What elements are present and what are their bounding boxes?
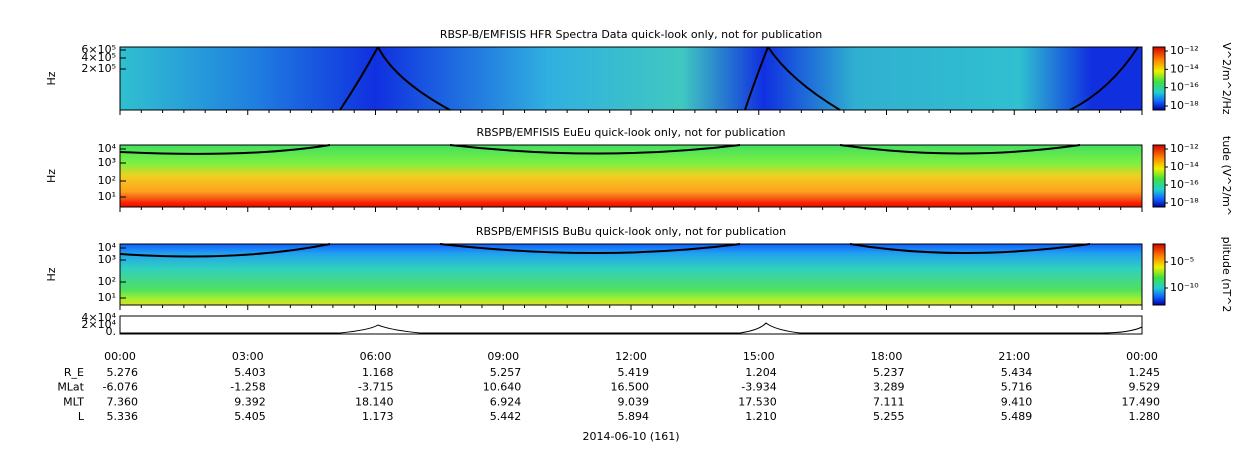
ephemeris-label: L — [78, 410, 85, 423]
y-tick-label: 10¹ — [98, 291, 116, 304]
x-tick-label: 21:00 — [998, 350, 1030, 363]
ephemeris-value: 5.434 — [1001, 366, 1033, 379]
ephemeris-value: 7.111 — [873, 395, 905, 408]
ephemeris-value: 5.894 — [618, 410, 650, 423]
x-tick-label: 09:00 — [487, 350, 519, 363]
ephemeris-value: 5.419 — [618, 366, 650, 379]
y-tick-label: 10³ — [98, 156, 116, 169]
colorbar-tick-label: 10⁻¹² — [1170, 44, 1199, 57]
spectrogram — [119, 243, 1143, 306]
ephemeris-value: 5.403 — [234, 366, 266, 379]
ephemeris-value: 10.640 — [483, 381, 522, 394]
x-tick-label: 18:00 — [871, 350, 903, 363]
ephemeris-label: MLT — [63, 395, 84, 408]
y-tick-label: 0. — [106, 325, 117, 338]
y-axis-label: Hz — [45, 71, 58, 85]
colorbar — [1152, 243, 1166, 306]
y-tick-label: 4×10⁵ — [81, 51, 116, 64]
ephemeris-value: 1.173 — [362, 410, 394, 423]
ephemeris-value: 5.237 — [873, 366, 905, 379]
colorbar-tick-label: 10⁻¹⁶ — [1170, 81, 1199, 94]
colorbar-tick-label: 10⁻⁵ — [1170, 255, 1194, 268]
colorbar-tick-label: 10⁻¹² — [1170, 142, 1199, 155]
colorbar — [1152, 144, 1166, 208]
panel-title: RBSPB/EMFISIS EuEu quick-look only, not … — [476, 126, 785, 139]
x-tick-label: 03:00 — [232, 350, 264, 363]
ephemeris-value: 9.039 — [618, 395, 650, 408]
ephemeris-value: 5.336 — [107, 410, 139, 423]
y-tick-label: 10¹ — [98, 190, 116, 203]
ephemeris-value: -3.715 — [358, 381, 393, 394]
colorbar-label: V^2/m^2/Hz — [1220, 42, 1233, 114]
y-tick-label: 2×10⁴ — [81, 318, 116, 331]
ephemeris-value: 16.500 — [611, 381, 650, 394]
ephemeris-value: 1.168 — [362, 366, 394, 379]
spectrogram — [119, 144, 1143, 208]
x-tick-label: 06:00 — [360, 350, 392, 363]
y-tick-label: 10⁴ — [98, 241, 117, 254]
date-label: 2014-06-10 (161) — [582, 430, 679, 443]
y-tick-label: 10⁴ — [98, 142, 117, 155]
ephemeris-value: 9.529 — [1129, 381, 1161, 394]
panel-title: RBSPB/EMFISIS BuBu quick-look only, not … — [476, 225, 786, 238]
y-tick-label: 10² — [98, 275, 116, 288]
ephemeris-value: 1.245 — [1129, 366, 1161, 379]
y-tick-label: 4×10⁴ — [81, 311, 116, 324]
ephemeris-value: 5.405 — [234, 410, 266, 423]
y-tick-label: 10² — [98, 174, 116, 187]
y-tick-label: 6×10⁵ — [81, 43, 116, 56]
colorbar-label: tude (V^2/m^ — [1220, 136, 1233, 216]
colorbar-tick-label: 10⁻¹⁸ — [1170, 196, 1199, 209]
ephemeris-value: -1.258 — [230, 381, 265, 394]
ephemeris-value: 18.140 — [355, 395, 394, 408]
ephemeris-value: 7.360 — [107, 395, 139, 408]
colorbar-label: plitude (nT^2 — [1220, 237, 1233, 313]
ephemeris-value: -6.076 — [103, 381, 138, 394]
ephemeris-value: 9.392 — [234, 395, 266, 408]
plot-layout — [119, 46, 1166, 335]
y-tick-label: 10³ — [98, 253, 116, 266]
x-tick-label: 12:00 — [615, 350, 647, 363]
ephemeris-label: MLat — [57, 381, 84, 394]
cutoff-curve — [119, 243, 1091, 258]
colorbar-tick-label: 10⁻¹⁴ — [1170, 62, 1199, 75]
colorbar-tick-label: 10⁻¹⁰ — [1170, 281, 1199, 294]
colorbar-tick-label: 10⁻¹⁸ — [1170, 99, 1199, 112]
ephemeris-value: 17.490 — [1122, 395, 1161, 408]
y-axis-label: Hz — [45, 267, 58, 281]
ephemeris-value: 1.280 — [1129, 410, 1161, 423]
panel-title: RBSP-B/EMFISIS HFR Spectra Data quick-lo… — [440, 28, 822, 41]
cutoff-curve — [119, 144, 1081, 155]
ephemeris-value: 5.257 — [490, 366, 522, 379]
x-tick-label: 15:00 — [743, 350, 775, 363]
trace — [120, 322, 1143, 334]
ephemeris-value: 5.716 — [1001, 381, 1033, 394]
ephemeris-value: 9.410 — [1001, 395, 1033, 408]
cutoff-curve — [339, 46, 1139, 111]
ephemeris-value: 5.255 — [873, 410, 905, 423]
ephemeris-value: 1.204 — [745, 366, 777, 379]
ephemeris-value: 5.276 — [107, 366, 139, 379]
y-tick-label: 2×10⁵ — [81, 62, 116, 75]
ephemeris-value: 3.289 — [873, 381, 905, 394]
ephemeris-value: -3.934 — [741, 381, 776, 394]
ephemeris-value: 6.924 — [490, 395, 522, 408]
x-tick-label: 00:00 — [1126, 350, 1158, 363]
x-tick-label: 00:00 — [104, 350, 136, 363]
spectrogram — [119, 46, 1143, 111]
y-axis-label: Hz — [45, 169, 58, 183]
ephemeris-value: 5.489 — [1001, 410, 1033, 423]
colorbar-tick-label: 10⁻¹⁶ — [1170, 178, 1199, 191]
ephemeris-value: 17.530 — [738, 395, 777, 408]
ephemeris-value: 5.442 — [490, 410, 522, 423]
ephemeris-value: 1.210 — [745, 410, 777, 423]
colorbar-tick-label: 10⁻¹⁴ — [1170, 160, 1199, 173]
colorbar — [1152, 46, 1166, 111]
ephemeris-label: R_E — [64, 366, 84, 379]
line-panel — [119, 315, 1143, 335]
